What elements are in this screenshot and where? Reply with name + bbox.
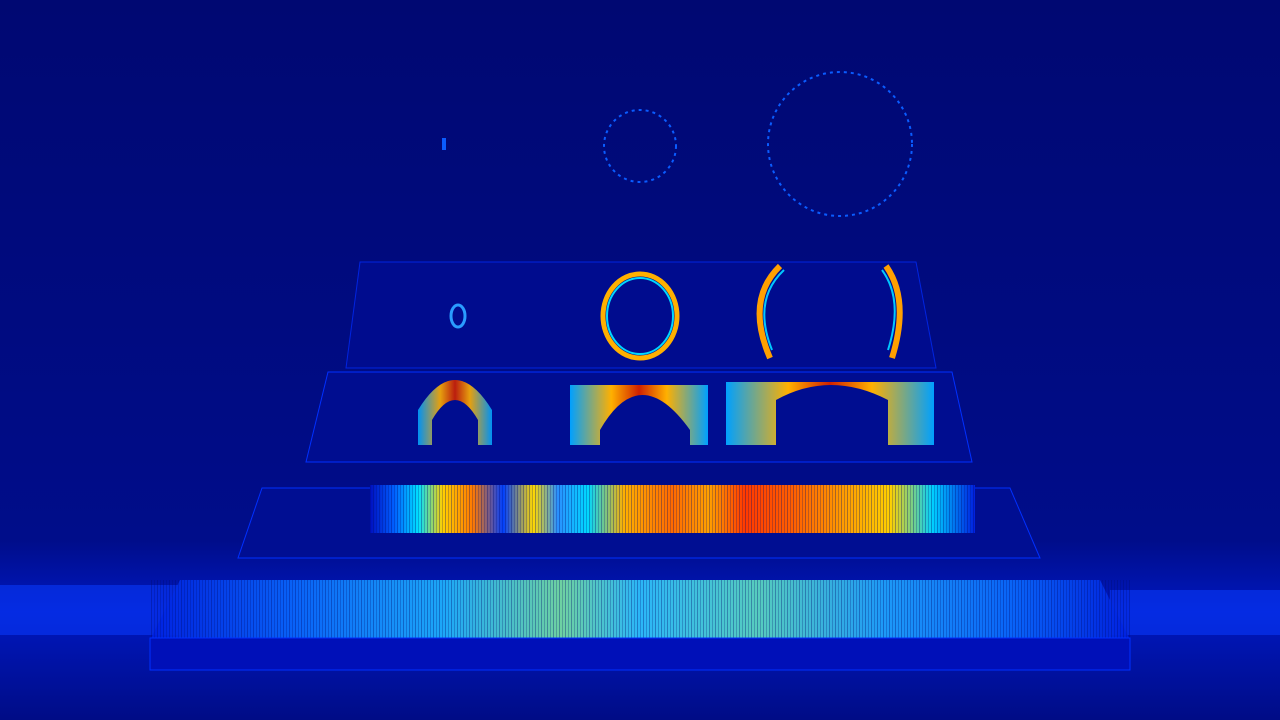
medium-ring [600, 271, 680, 361]
ghost-circle-small [603, 109, 677, 183]
base-platform-noise [150, 580, 1130, 640]
base-platform-front [149, 637, 1131, 671]
large-ring-inner [763, 269, 896, 351]
ghost-circle-large [767, 71, 913, 217]
arch-large [726, 382, 934, 445]
large-ring [756, 263, 903, 360]
floor-right-glow [1110, 590, 1280, 635]
small-bolt [449, 303, 467, 329]
medium-ring-inner [606, 277, 674, 355]
arch-medium [570, 385, 708, 445]
ghost-mark [442, 138, 446, 150]
arch-small [418, 380, 492, 445]
top-plate [345, 261, 937, 369]
middle-slab-noise [370, 485, 975, 533]
